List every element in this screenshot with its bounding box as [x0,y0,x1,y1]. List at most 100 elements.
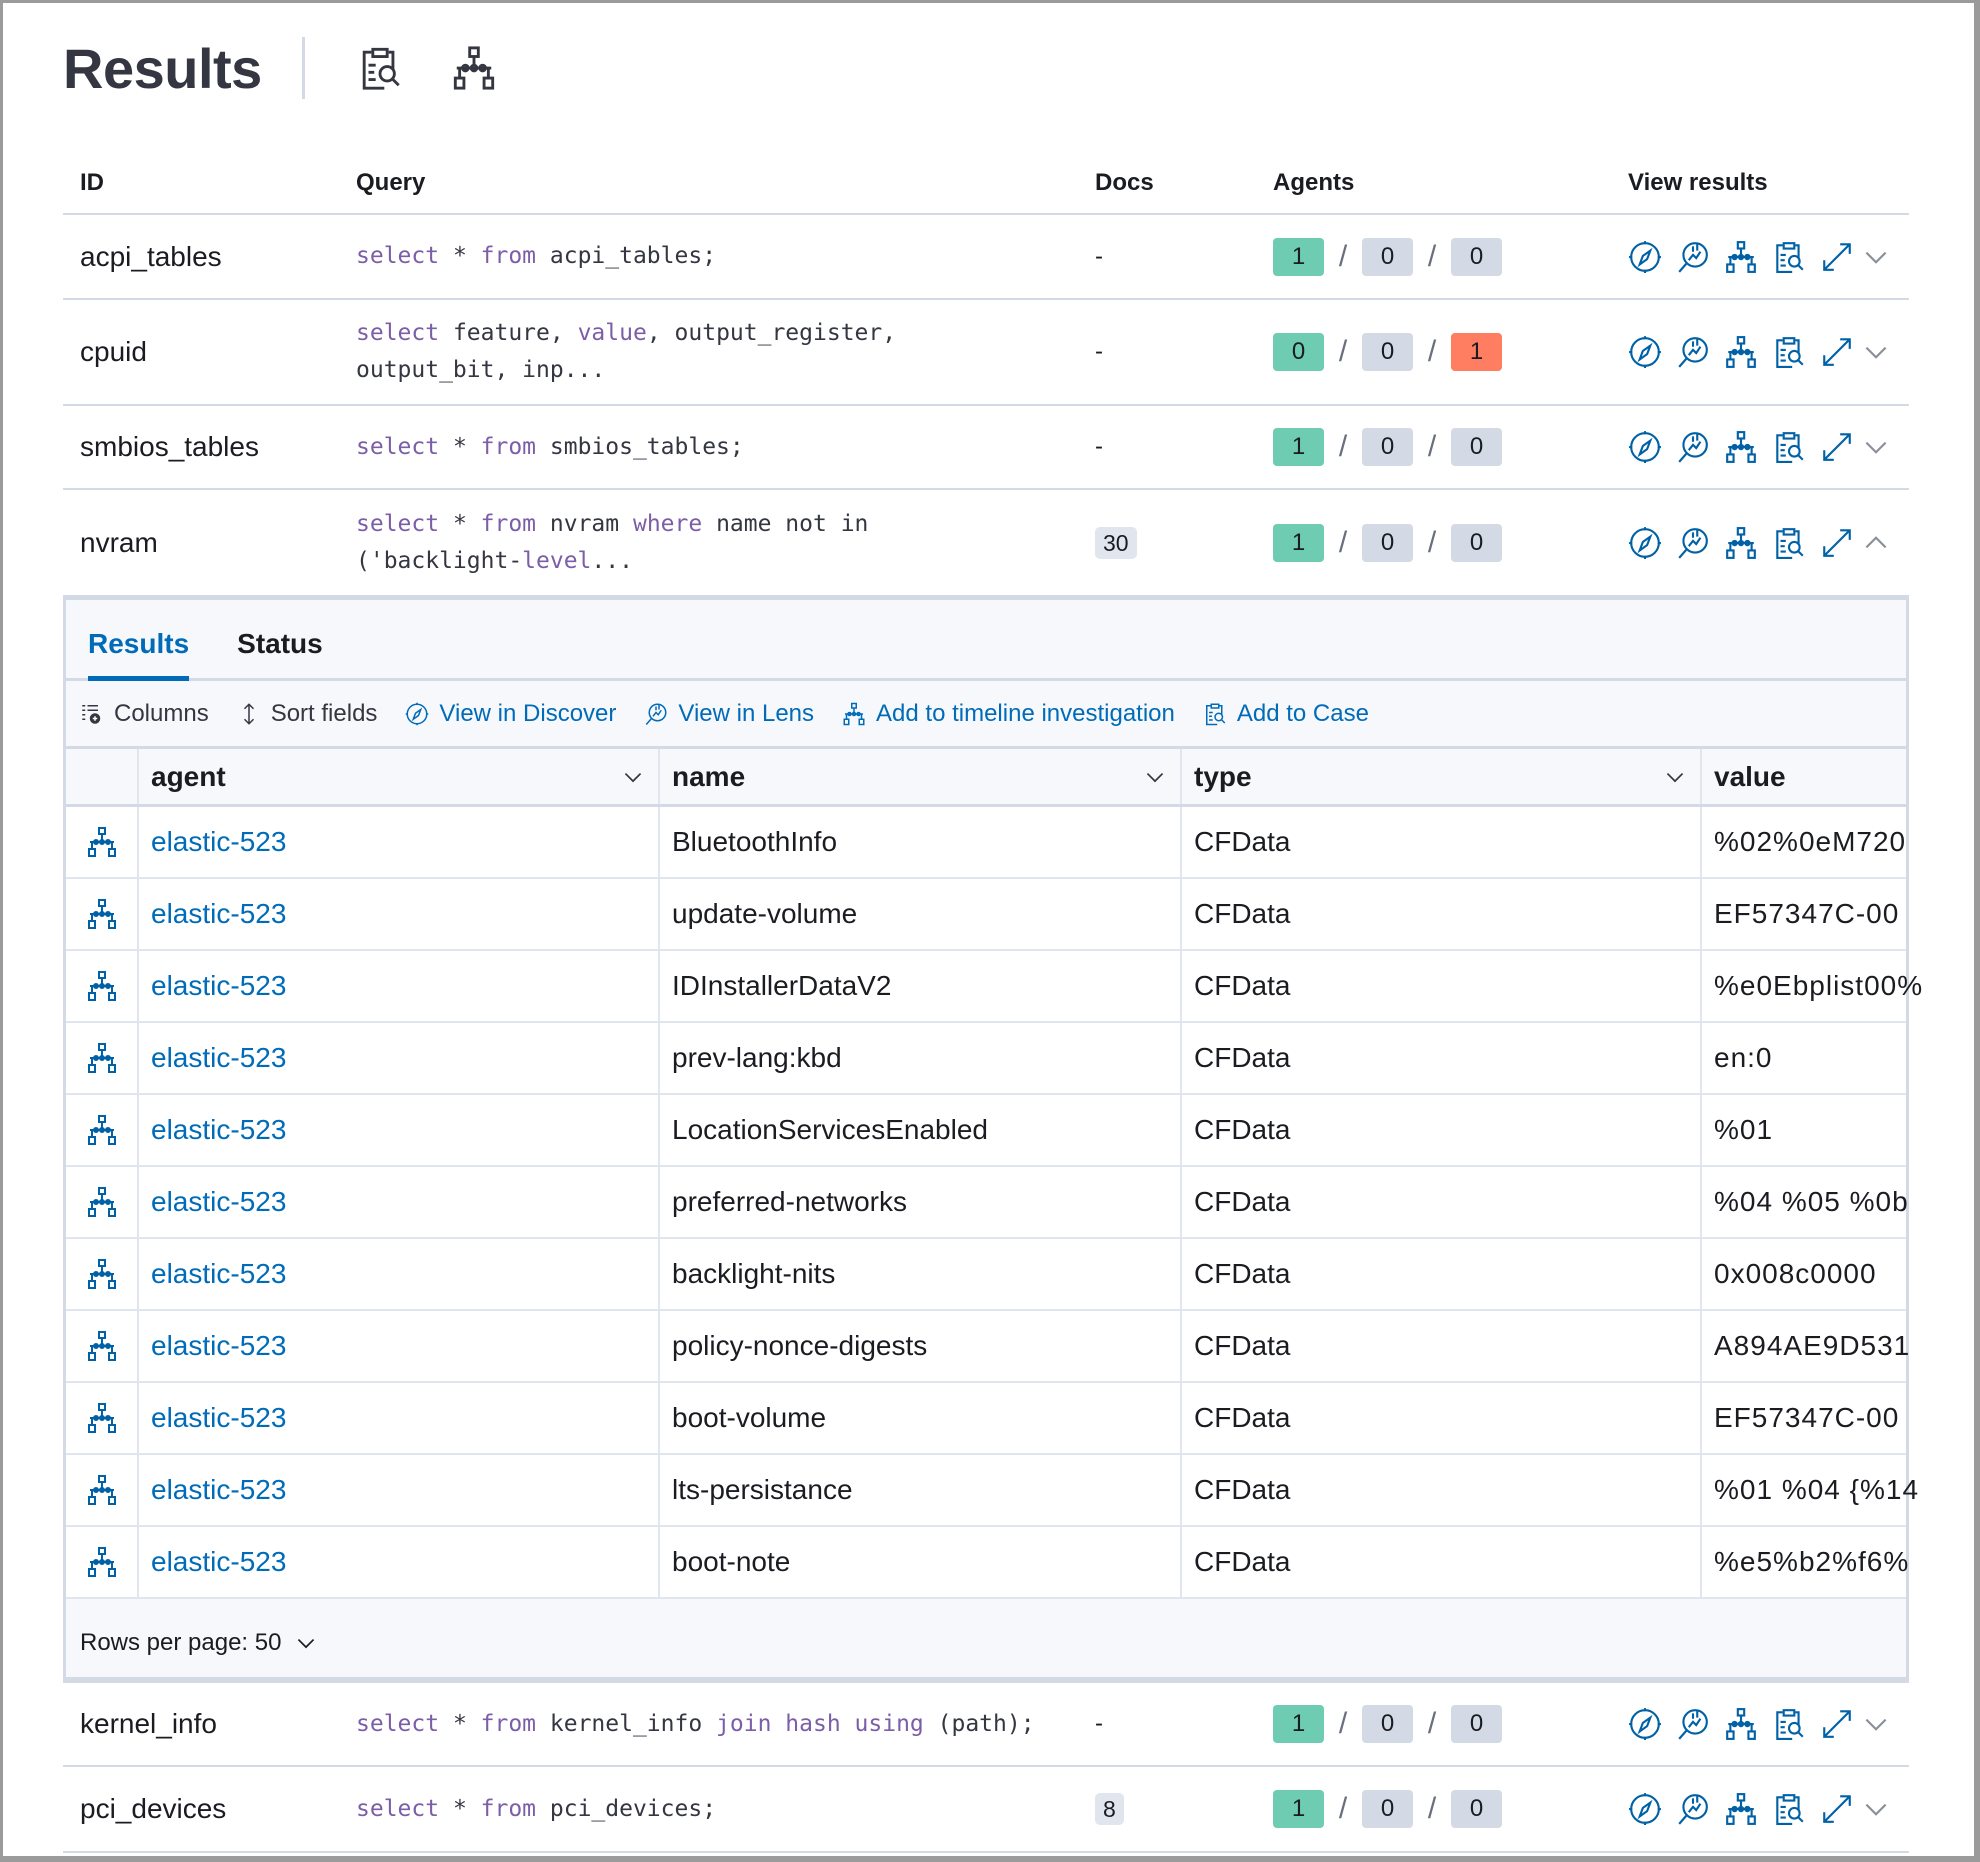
grid-header-agent[interactable]: agent [139,749,660,804]
agent-link[interactable]: elastic-523 [151,1330,287,1361]
agent-link[interactable]: elastic-523 [151,826,287,857]
sql-text: name not in ('backlight- [356,510,869,574]
expand-icon[interactable] [1820,1792,1854,1826]
agent-link[interactable]: elastic-523 [151,1186,287,1217]
timeline-icon[interactable] [1724,430,1758,464]
chevron-down-icon[interactable] [1862,433,1890,461]
lens-icon[interactable] [1676,335,1710,369]
chevron-down-icon[interactable] [1862,1795,1890,1823]
lens-icon[interactable] [1676,430,1710,464]
timeline-icon[interactable] [1724,1707,1758,1741]
chevron-down-icon[interactable] [1862,243,1890,271]
timeline-icon[interactable] [86,1546,118,1578]
agent-link[interactable]: elastic-523 [151,1474,287,1505]
grid-header-agent-label: agent [151,760,226,792]
lens-icon[interactable] [1676,240,1710,274]
discover-icon[interactable] [1628,526,1662,560]
agents-failed-badge: 0 [1451,428,1502,466]
agents-failed-badge: 0 [1451,523,1502,562]
docs-cell: - [1078,243,1256,271]
add-to-timeline-button[interactable]: Add to timeline investigation [842,700,1175,728]
queries-table: ID Query Docs Agents View results acpi_t… [63,153,1922,1853]
agents-pending-badge: 0 [1362,428,1413,466]
agents-successful-badge: 0 [1273,333,1324,371]
lens-icon[interactable] [1676,526,1710,560]
agents-successful-badge: 1 [1273,1705,1324,1743]
chevron-down-icon[interactable] [1862,1710,1890,1738]
view-in-lens-button[interactable]: View in Lens [644,700,814,728]
chevron-down-icon[interactable] [1144,766,1166,788]
timeline-icon[interactable] [1724,1792,1758,1826]
sql-keyword: from [480,433,537,460]
add-to-case-button[interactable]: Add to Case [1203,700,1369,728]
grid-row-actions [66,1527,139,1597]
grid-header-name[interactable]: name [660,749,1182,804]
sql-text: * [439,433,481,460]
add-to-case-icon[interactable] [1772,526,1806,560]
agent-link[interactable]: elastic-523 [151,1402,287,1433]
add-to-case-icon[interactable] [357,45,403,91]
value-cell: %02%0eM720 [1714,826,1907,857]
timeline-icon[interactable] [86,1330,118,1362]
agent-link[interactable]: elastic-523 [151,970,287,1001]
lens-icon[interactable] [1676,1707,1710,1741]
timeline-icon[interactable] [1724,335,1758,369]
view-in-discover-button[interactable]: View in Discover [405,700,616,728]
timeline-icon[interactable] [86,898,118,930]
discover-icon[interactable] [1628,240,1662,274]
timeline-icon[interactable] [1724,240,1758,274]
discover-icon[interactable] [1628,1707,1662,1741]
rows-per-page-select[interactable]: Rows per page: 50 [80,1629,317,1657]
expand-icon[interactable] [1820,1707,1854,1741]
discover-icon[interactable] [1628,1792,1662,1826]
lens-icon[interactable] [1676,1792,1710,1826]
separator: / [1338,525,1348,559]
agent-link[interactable]: elastic-523 [151,1546,287,1577]
chevron-up-icon[interactable] [1862,529,1890,557]
add-to-case-icon[interactable] [1772,335,1806,369]
grid-header-value[interactable]: value [1702,749,1969,804]
timeline-icon[interactable] [86,1042,118,1074]
sql-text: feature, [439,320,578,346]
agents-failed-badge: 0 [1451,237,1502,276]
add-to-case-icon[interactable] [1772,1707,1806,1741]
add-to-case-icon[interactable] [1772,240,1806,274]
docs-count: - [1095,242,1103,270]
grid-header-type[interactable]: type [1182,749,1702,804]
timeline-icon[interactable] [86,970,118,1002]
discover-icon[interactable] [1628,335,1662,369]
discover-icon[interactable] [1628,430,1662,464]
expand-icon[interactable] [1820,240,1854,274]
agent-link[interactable]: elastic-523 [151,1258,287,1289]
expand-icon[interactable] [1820,335,1854,369]
sort-fields-button[interactable]: Sort fields [237,700,377,728]
grid-row-actions [66,1455,139,1525]
expand-icon[interactable] [1820,526,1854,560]
grid-row-actions [66,951,139,1021]
timeline-icon[interactable] [86,1474,118,1506]
add-to-case-icon[interactable] [1772,430,1806,464]
separator: / [1427,525,1437,559]
agent-link[interactable]: elastic-523 [151,898,287,929]
timeline-icon[interactable] [1724,526,1758,560]
timeline-icon[interactable] [86,1258,118,1290]
agents-pending-badge: 0 [1362,237,1413,276]
agent-link[interactable]: elastic-523 [151,1042,287,1073]
separator: / [1338,239,1348,273]
timeline-icon[interactable] [86,1402,118,1434]
separator: / [1338,1792,1348,1825]
agent-cell: elastic-523 [139,1311,660,1381]
agent-link[interactable]: elastic-523 [151,1114,287,1145]
chevron-down-icon[interactable] [622,766,644,788]
chevron-down-icon[interactable] [1664,766,1686,788]
timeline-icon[interactable] [451,45,497,91]
chevron-down-icon[interactable] [1862,338,1890,366]
timeline-icon[interactable] [86,1186,118,1218]
expand-icon[interactable] [1820,430,1854,464]
tab-status[interactable]: Status [237,628,323,659]
add-to-case-icon[interactable] [1772,1792,1806,1826]
timeline-icon[interactable] [86,1114,118,1146]
tab-results[interactable]: Results [88,628,190,681]
columns-button[interactable]: Columns [80,700,209,728]
timeline-icon[interactable] [86,826,118,858]
